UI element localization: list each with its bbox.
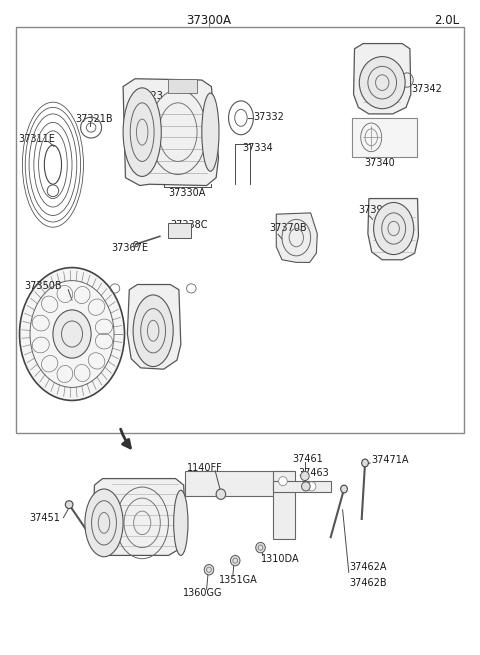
Ellipse shape [279,477,287,486]
Polygon shape [123,79,218,185]
Text: 37367E: 37367E [111,243,148,253]
Polygon shape [354,44,411,114]
Ellipse shape [174,491,188,555]
Text: 37338C: 37338C [171,220,208,230]
Ellipse shape [230,555,240,566]
Polygon shape [368,198,419,260]
Polygon shape [274,481,331,492]
Ellipse shape [123,88,161,176]
Text: 37451: 37451 [29,513,60,523]
Text: 2.0L: 2.0L [434,14,459,27]
Polygon shape [274,471,295,539]
Bar [168,223,192,238]
Text: 37300A: 37300A [187,14,231,27]
Text: 37471A: 37471A [371,455,409,465]
Ellipse shape [85,489,123,557]
Ellipse shape [20,268,124,400]
Text: 37461: 37461 [292,454,323,464]
Bar [16,27,464,433]
Ellipse shape [341,485,348,493]
Text: 37370B: 37370B [270,223,307,233]
Text: 1360GG: 1360GG [183,588,222,598]
Ellipse shape [373,202,414,255]
Text: 37340: 37340 [364,159,395,168]
Text: 37334: 37334 [242,143,273,153]
Text: 37462A: 37462A [350,562,387,572]
Text: 1140FF: 1140FF [187,463,222,473]
Ellipse shape [65,500,73,508]
Ellipse shape [216,489,226,499]
Text: 37350B: 37350B [24,282,62,291]
Text: 1351GA: 1351GA [218,574,257,584]
Polygon shape [93,479,186,555]
Ellipse shape [133,295,173,367]
Text: 37390B: 37390B [359,205,396,215]
Text: 37323: 37323 [132,91,164,102]
Text: 1310DA: 1310DA [261,553,299,564]
Ellipse shape [256,542,265,553]
Ellipse shape [360,56,405,109]
Ellipse shape [362,459,368,467]
Text: 37330A: 37330A [168,188,205,198]
Ellipse shape [204,565,214,575]
Polygon shape [127,284,181,369]
Polygon shape [185,471,292,496]
Text: 37321B: 37321B [75,114,113,124]
Text: 37463: 37463 [298,468,329,477]
Ellipse shape [53,310,91,358]
Polygon shape [276,213,317,263]
Text: 37342: 37342 [411,83,442,94]
Ellipse shape [307,482,316,491]
Bar [168,79,197,93]
Ellipse shape [300,472,309,481]
Text: 37311E: 37311E [18,134,55,143]
Bar [352,118,417,157]
Ellipse shape [301,482,310,491]
Text: 37462B: 37462B [350,578,387,588]
Text: 37332: 37332 [253,111,284,122]
Ellipse shape [202,93,219,171]
